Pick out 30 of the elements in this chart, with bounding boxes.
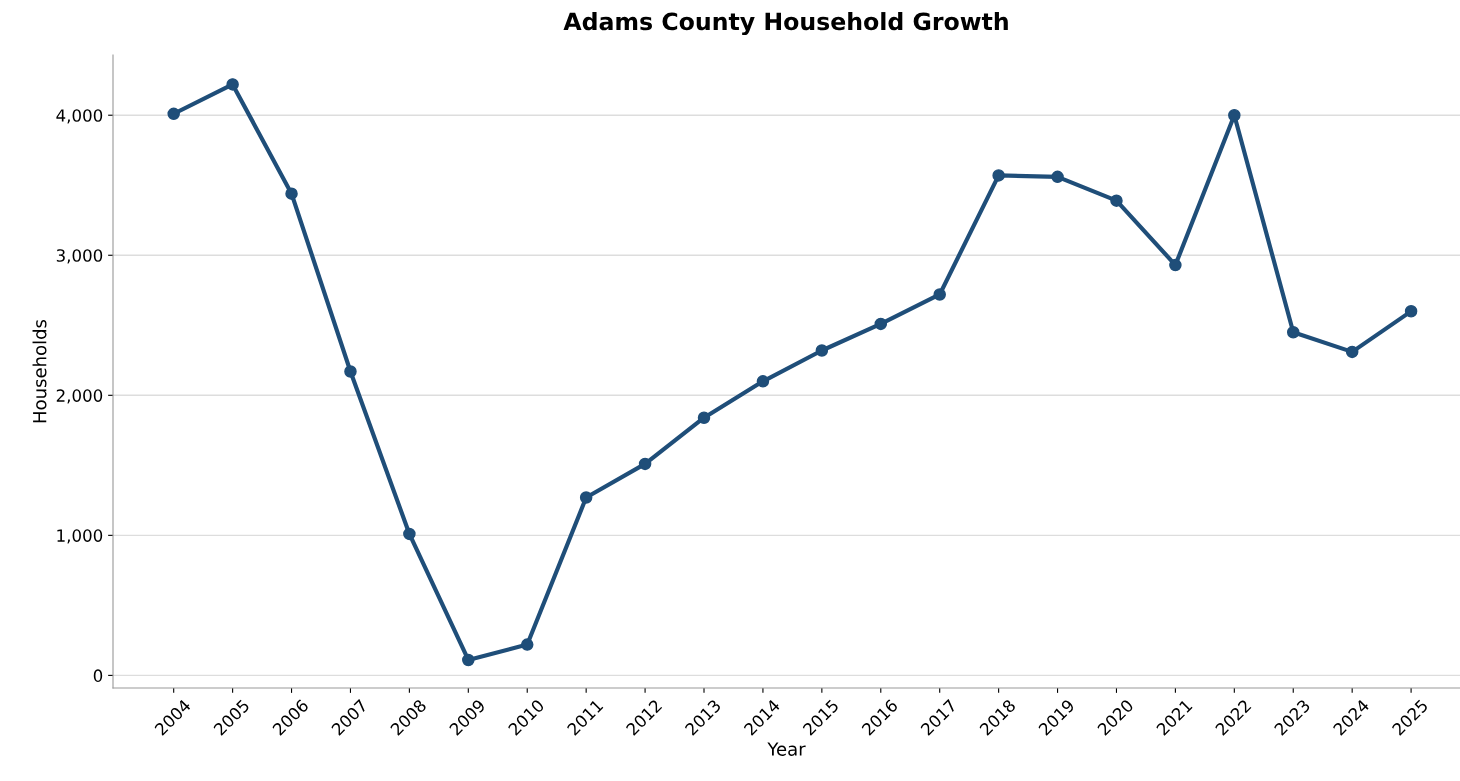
point [1228, 108, 1241, 122]
point [1169, 258, 1182, 272]
point [1110, 194, 1123, 207]
point [285, 187, 298, 200]
point [462, 653, 475, 667]
point [1404, 305, 1418, 318]
point [1286, 326, 1300, 339]
y-tick-label: 0 [93, 669, 103, 682]
y-tick-label: 2,000 [56, 389, 103, 404]
point [756, 375, 770, 388]
point [579, 491, 593, 504]
point [1345, 345, 1359, 359]
point [638, 457, 652, 471]
y-tick-label: 4,000 [56, 109, 103, 124]
point [1051, 170, 1064, 184]
point [874, 317, 888, 331]
point [933, 288, 946, 301]
point [815, 344, 829, 357]
point [226, 78, 239, 91]
x-axis-title: Year [767, 742, 806, 756]
point [520, 638, 534, 651]
y-tick-label: 3,000 [56, 249, 103, 264]
point [992, 169, 1005, 182]
point [697, 411, 711, 424]
point [403, 527, 416, 541]
y-tick-label: 1,000 [57, 529, 103, 544]
chart-title: Adams County Household Growth [563, 12, 1008, 36]
y-axis-title: Households [32, 319, 47, 423]
point [167, 107, 180, 121]
point [344, 365, 357, 378]
